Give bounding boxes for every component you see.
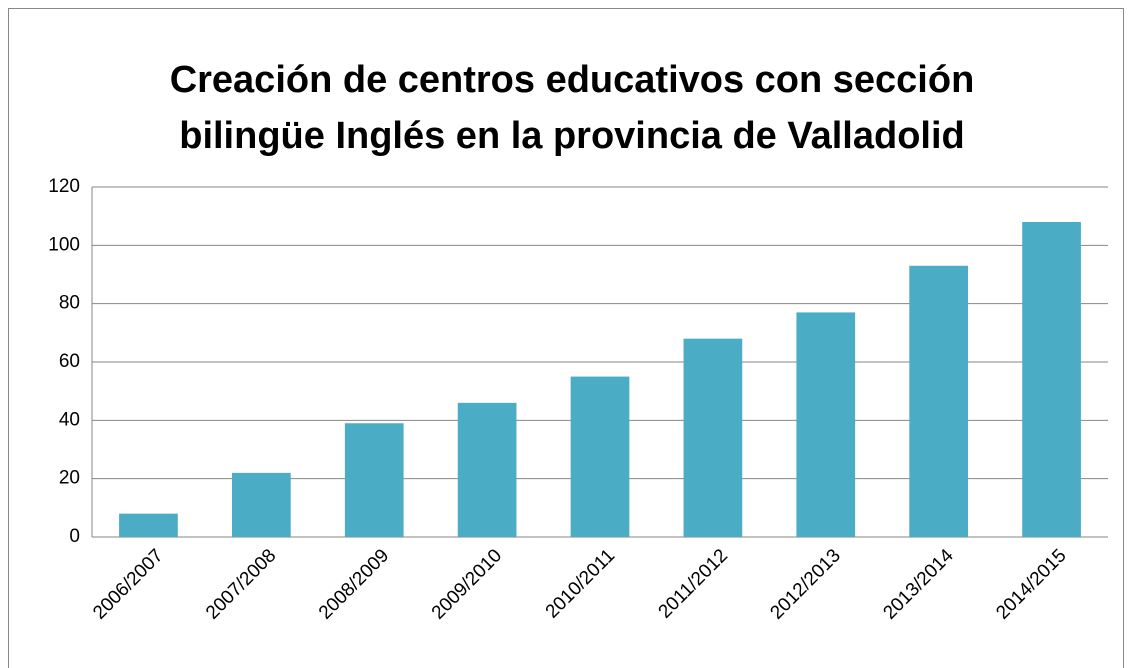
bar bbox=[1022, 222, 1081, 537]
y-tick-label: 0 bbox=[69, 526, 80, 547]
y-tick-label: 20 bbox=[59, 468, 80, 489]
bar bbox=[231, 472, 291, 537]
bar bbox=[683, 338, 743, 537]
y-tick-label: 80 bbox=[59, 293, 80, 314]
bar bbox=[457, 402, 517, 537]
bar bbox=[909, 265, 969, 537]
y-tick-label: 60 bbox=[59, 351, 80, 372]
bar bbox=[570, 376, 630, 537]
y-tick-label: 100 bbox=[48, 234, 80, 255]
bar bbox=[119, 513, 178, 537]
y-tick-label: 120 bbox=[48, 176, 80, 197]
bar bbox=[344, 423, 404, 537]
y-tick-label: 40 bbox=[59, 409, 80, 430]
chart-title: Creación de centros educativos con secci… bbox=[170, 59, 975, 101]
chart-title: bilingüe Inglés en la provincia de Valla… bbox=[179, 115, 965, 157]
bar bbox=[796, 312, 856, 537]
